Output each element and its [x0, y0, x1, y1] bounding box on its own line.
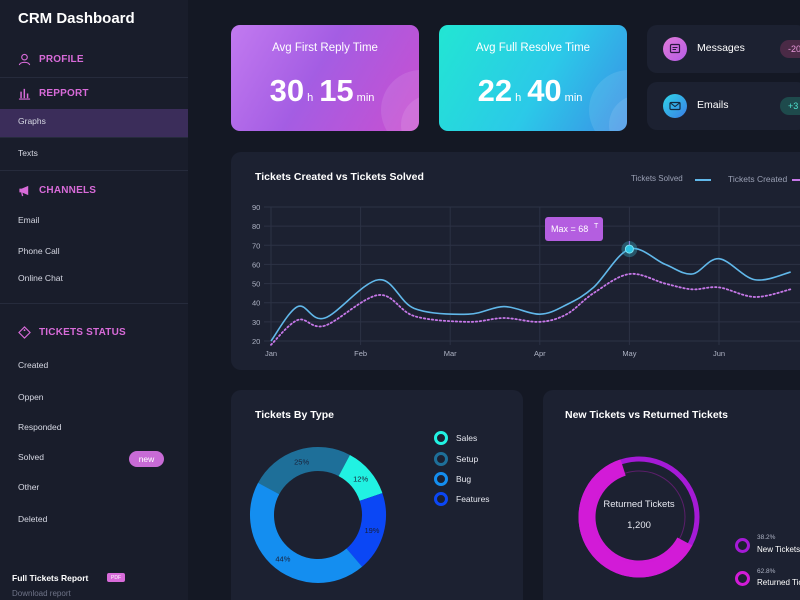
ring-center-value: 1,200 — [627, 520, 651, 531]
bar-chart-icon — [18, 88, 31, 100]
legend-features-swatch — [434, 492, 448, 506]
sidebar-item-graphs[interactable]: Graphs — [18, 116, 46, 126]
donut-chart-title: Tickets By Type — [255, 409, 334, 421]
legend-setup-label: Setup — [456, 454, 479, 464]
sidebar-channels-label: CHANNELS — [39, 185, 97, 196]
legend-created-swatch — [792, 179, 800, 181]
sidebar-item-deleted[interactable]: Deleted — [18, 514, 48, 524]
max-tooltip-text: Max = 68 — [551, 224, 589, 234]
full-report-title: Full Tickets Report — [12, 573, 89, 583]
pdf-badge: PDF — [107, 573, 125, 582]
legend-returned-pct: 62.8% — [757, 568, 776, 575]
legend-bug: Bug — [434, 472, 471, 486]
user-icon — [18, 53, 31, 66]
sidebar-profile[interactable]: PROFILE — [18, 53, 84, 66]
legend-sales: Sales — [434, 431, 477, 445]
legend-solved-label: Tickets Solved — [631, 174, 683, 183]
legend-bug-label: Bug — [456, 474, 472, 484]
ticket-icon — [18, 326, 31, 339]
minutes-unit: min — [564, 92, 583, 104]
full-resolve-minutes: 40 — [527, 73, 562, 108]
sidebar-item-phone-call[interactable]: Phone Call — [18, 246, 60, 256]
message-icon — [663, 37, 687, 61]
max-tooltip: Max = 68 T — [545, 217, 603, 241]
legend-new-label: New Tickets — [757, 545, 800, 554]
tooltip-pin-icon: T — [594, 223, 599, 230]
messages-badge: -20 — [780, 40, 800, 58]
legend-setup-swatch — [434, 452, 448, 466]
messages-label: Messages — [697, 42, 745, 54]
download-report-link[interactable]: Download report — [12, 589, 71, 598]
divider — [0, 303, 188, 304]
megaphone-icon — [19, 185, 29, 197]
legend-returned-label: Returned Tickets — [757, 578, 800, 587]
ring-center-label: Returned Tickets — [603, 499, 675, 510]
legend-setup: Setup — [434, 452, 478, 466]
sidebar-item-other[interactable]: Other — [18, 482, 40, 492]
sidebar-tickets-status[interactable]: TICKETS STATUS — [18, 326, 126, 339]
legend-bug-swatch — [434, 472, 448, 486]
sidebar-profile-label: PROFILE — [39, 54, 84, 65]
emails-badge: +3 — [780, 97, 800, 115]
legend-features-label: Features — [456, 494, 490, 504]
legend-sales-label: Sales — [456, 433, 478, 443]
emails-label: Emails — [697, 99, 729, 111]
sidebar-report-label: REPPORT — [39, 88, 89, 99]
envelope-icon — [663, 94, 687, 118]
sidebar-report[interactable]: REPPORT — [18, 87, 89, 100]
legend-new-pct: 38.2% — [757, 534, 776, 541]
legend-returned-swatch — [735, 571, 750, 586]
legend-new-swatch — [735, 538, 750, 553]
first-reply-value: 30 h 15 min — [231, 73, 419, 109]
sidebar-item-graphs-active[interactable] — [0, 109, 188, 137]
app-title: CRM Dashboard — [18, 10, 135, 27]
hours-unit: h — [515, 92, 522, 104]
sidebar-tickets-status-label: TICKETS STATUS — [39, 327, 126, 338]
legend-features: Features — [434, 492, 490, 506]
tickets-line-chart-panel — [231, 152, 800, 370]
divider — [0, 137, 188, 138]
legend-created-label: Tickets Created — [728, 174, 788, 184]
sidebar-item-created[interactable]: Created — [18, 360, 49, 370]
first-reply-label: Avg First Reply Time — [272, 42, 378, 54]
divider — [0, 170, 188, 171]
full-resolve-label: Avg Full Resolve Time — [475, 42, 591, 54]
emails-card[interactable]: Emails +3 — [647, 82, 800, 130]
minutes-unit: min — [356, 92, 375, 104]
new-badge: new — [129, 451, 164, 467]
avg-full-resolve-card: Avg Full Resolve Time 22 h 40 min — [439, 25, 627, 131]
legend-solved-swatch — [695, 179, 711, 181]
divider — [0, 77, 188, 78]
full-resolve-value: 22 h 40 min — [439, 73, 627, 109]
sidebar-item-texts[interactable]: Texts — [18, 148, 38, 158]
sidebar-item-email[interactable]: Email — [18, 215, 40, 225]
sidebar: CRM Dashboard PROFILE REPPORT Graphs Tex… — [0, 0, 188, 600]
sidebar-item-solved[interactable]: Solved — [18, 452, 44, 462]
messages-card[interactable]: Messages -20 — [647, 25, 800, 73]
sidebar-item-responded[interactable]: Responded — [18, 422, 62, 432]
first-reply-hours: 30 — [269, 73, 305, 108]
sidebar-item-oppen[interactable]: Oppen — [18, 392, 44, 402]
sidebar-channels[interactable]: CHANNELS — [18, 184, 96, 197]
avg-first-reply-card: Avg First Reply Time 30 h 15 min — [231, 25, 419, 131]
legend-sales-swatch — [434, 431, 448, 445]
new-vs-returned-title: New Tickets vs Returned Tickets — [565, 409, 729, 421]
hours-unit: h — [307, 92, 314, 104]
first-reply-minutes: 15 — [319, 73, 354, 108]
line-chart-title: Tickets Created vs Tickets Solved — [255, 171, 424, 183]
sidebar-item-online-chat[interactable]: Online Chat — [18, 273, 63, 283]
full-resolve-hours: 22 — [477, 73, 513, 108]
